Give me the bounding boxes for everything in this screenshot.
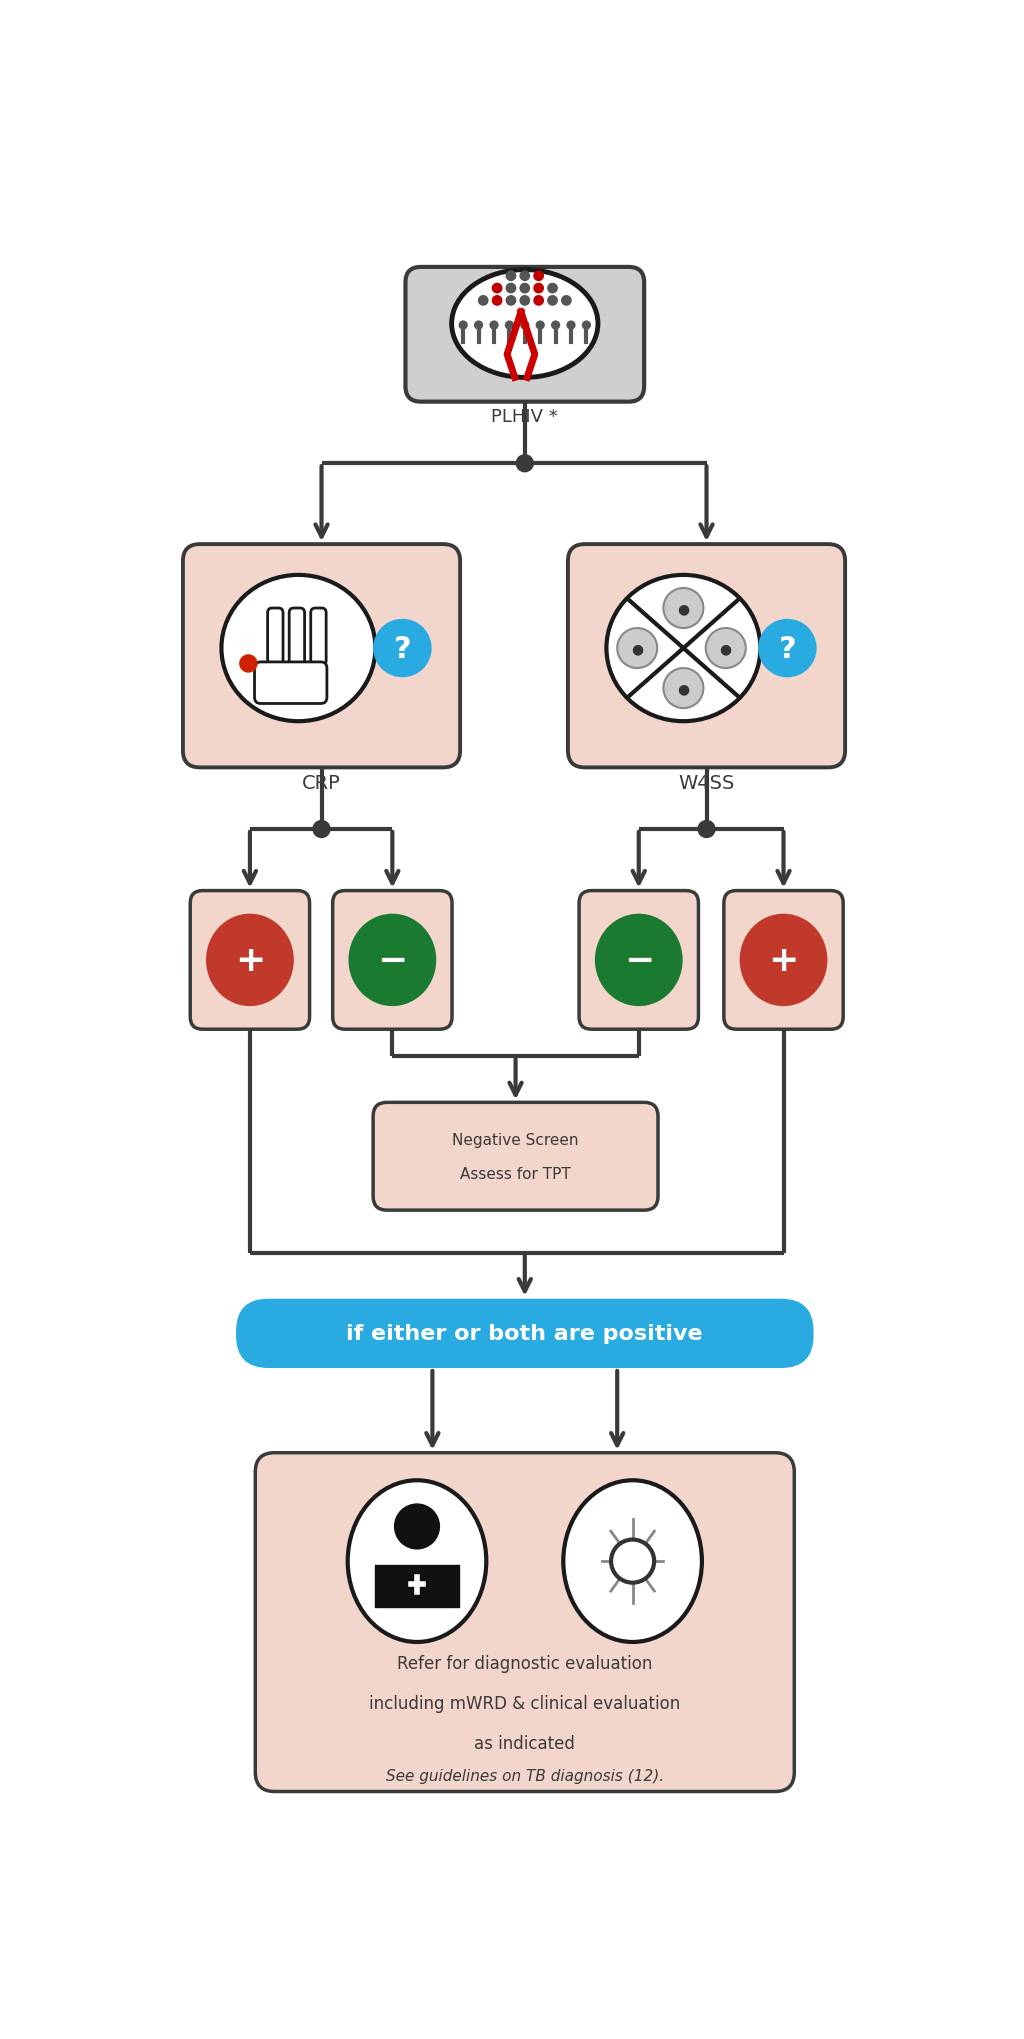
Text: ?: ? (393, 634, 412, 663)
FancyBboxPatch shape (267, 610, 283, 665)
Text: −: − (624, 944, 654, 977)
Circle shape (240, 655, 258, 673)
Circle shape (373, 620, 432, 679)
Text: Negative Screen: Negative Screen (453, 1132, 579, 1148)
Ellipse shape (739, 913, 827, 1007)
Circle shape (506, 271, 516, 281)
Circle shape (506, 296, 516, 306)
Text: ●: ● (631, 642, 643, 657)
Circle shape (534, 296, 544, 306)
FancyBboxPatch shape (190, 891, 309, 1030)
Circle shape (547, 296, 558, 306)
FancyBboxPatch shape (183, 544, 460, 769)
FancyBboxPatch shape (568, 544, 845, 769)
FancyBboxPatch shape (255, 663, 327, 703)
Circle shape (492, 283, 503, 294)
Circle shape (519, 271, 530, 281)
Circle shape (758, 620, 816, 679)
Text: as indicated: as indicated (474, 1733, 575, 1752)
Circle shape (474, 322, 483, 330)
Text: PLHIV *: PLHIV * (492, 408, 558, 426)
Text: +: + (768, 944, 799, 977)
Circle shape (551, 322, 560, 330)
Circle shape (566, 322, 575, 330)
Text: if either or both are positive: if either or both are positive (346, 1323, 703, 1344)
Circle shape (478, 296, 488, 306)
Ellipse shape (606, 575, 761, 722)
FancyBboxPatch shape (310, 610, 326, 665)
FancyBboxPatch shape (333, 891, 452, 1030)
FancyBboxPatch shape (255, 1454, 795, 1792)
FancyBboxPatch shape (406, 267, 644, 402)
Circle shape (520, 322, 529, 330)
Text: See guidelines on TB diagnosis (12).: See guidelines on TB diagnosis (12). (386, 1768, 664, 1782)
FancyBboxPatch shape (580, 891, 698, 1030)
Ellipse shape (348, 913, 436, 1007)
Circle shape (536, 322, 545, 330)
Text: W4SS: W4SS (678, 775, 734, 793)
Circle shape (519, 296, 530, 306)
Circle shape (667, 591, 700, 626)
Text: ●: ● (720, 642, 732, 657)
Text: Refer for diagnostic evaluation: Refer for diagnostic evaluation (397, 1654, 652, 1672)
Text: Assess for TPT: Assess for TPT (460, 1166, 571, 1181)
Text: CRP: CRP (302, 775, 341, 793)
Ellipse shape (206, 913, 294, 1007)
Circle shape (621, 632, 654, 665)
Text: ●: ● (677, 681, 689, 695)
Text: ?: ? (778, 634, 797, 663)
Ellipse shape (595, 913, 683, 1007)
Circle shape (667, 671, 700, 705)
Circle shape (519, 283, 530, 294)
Circle shape (547, 283, 558, 294)
Circle shape (506, 283, 516, 294)
Circle shape (394, 1503, 440, 1550)
FancyBboxPatch shape (289, 610, 304, 665)
Text: including mWRD & clinical evaluation: including mWRD & clinical evaluation (370, 1694, 680, 1713)
Ellipse shape (452, 271, 598, 377)
Ellipse shape (563, 1480, 701, 1641)
Ellipse shape (221, 575, 376, 722)
FancyBboxPatch shape (724, 891, 843, 1030)
Ellipse shape (348, 1480, 486, 1641)
Circle shape (534, 271, 544, 281)
Circle shape (459, 322, 468, 330)
Text: +: + (234, 944, 265, 977)
Circle shape (561, 296, 571, 306)
Circle shape (489, 322, 499, 330)
Circle shape (664, 669, 703, 710)
Circle shape (698, 822, 715, 838)
Text: −: − (377, 944, 408, 977)
Circle shape (664, 589, 703, 628)
Circle shape (617, 628, 657, 669)
Circle shape (516, 455, 534, 473)
Circle shape (534, 283, 544, 294)
Circle shape (313, 822, 330, 838)
FancyBboxPatch shape (373, 1103, 658, 1211)
Text: ●: ● (677, 602, 689, 616)
FancyBboxPatch shape (237, 1299, 813, 1368)
Circle shape (611, 1539, 654, 1582)
Circle shape (709, 632, 742, 665)
Circle shape (492, 296, 503, 306)
Circle shape (706, 628, 745, 669)
Circle shape (582, 322, 591, 330)
Circle shape (505, 322, 514, 330)
